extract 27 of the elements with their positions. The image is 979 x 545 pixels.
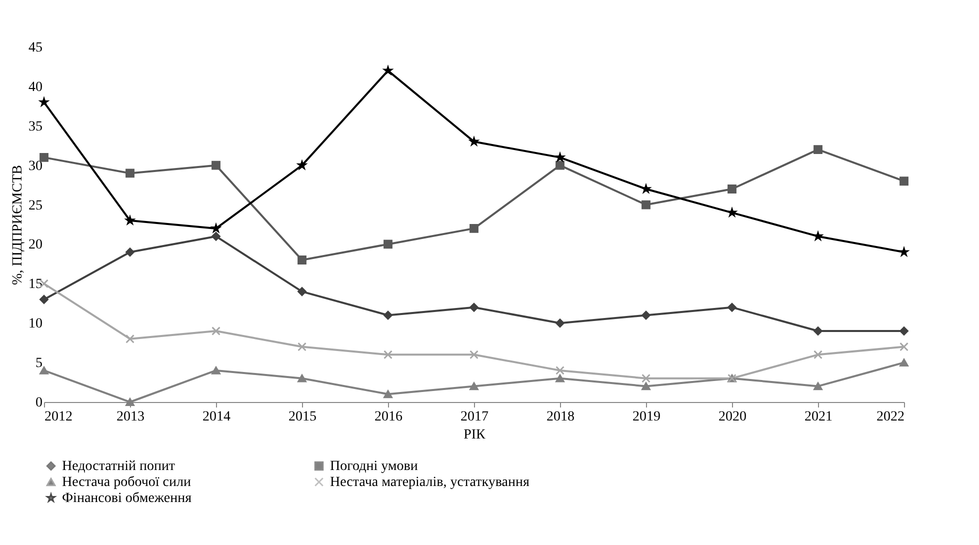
x-tick-label: 2013 [116, 410, 144, 424]
y-tick-label: 5 [36, 356, 42, 372]
legend-label: Недостатній попит [62, 459, 176, 474]
y-tick-label: 45 [28, 40, 42, 56]
x-tick-label: 2015 [288, 410, 316, 424]
x-tick-label: 2022 [876, 410, 904, 424]
x-tick-label: 2016 [374, 410, 402, 424]
x-tick-label: 2018 [546, 410, 574, 424]
y-tick-label: 40 [28, 80, 42, 95]
y-axis-title: %, ПІДПРИЄМСТВ [10, 165, 26, 285]
legend-label: Фінансові обмеження [62, 491, 192, 506]
x-tick-label: 2021 [804, 410, 832, 424]
y-tick-label: 20 [28, 238, 42, 253]
y-tick-label: 10 [28, 316, 42, 332]
x-tick-label: 2012 [44, 410, 72, 424]
legend-label: Нестача робочої сили [62, 475, 192, 490]
x-tick-label: 2014 [202, 410, 230, 424]
x-tick-label: 2017 [460, 410, 488, 424]
y-tick-label: 30 [28, 158, 42, 174]
y-tick-label: 35 [28, 119, 42, 134]
legend-label: Погодні умови [330, 459, 418, 474]
x-tick-label: 2019 [632, 410, 660, 424]
x-tick-label: 2020 [718, 410, 746, 424]
y-tick-label: 25 [28, 198, 42, 214]
x-axis-title: РІК [464, 428, 486, 442]
y-tick-label: 0 [36, 396, 42, 410]
legend-label: Нестача матеріалів, устаткування [330, 475, 530, 490]
